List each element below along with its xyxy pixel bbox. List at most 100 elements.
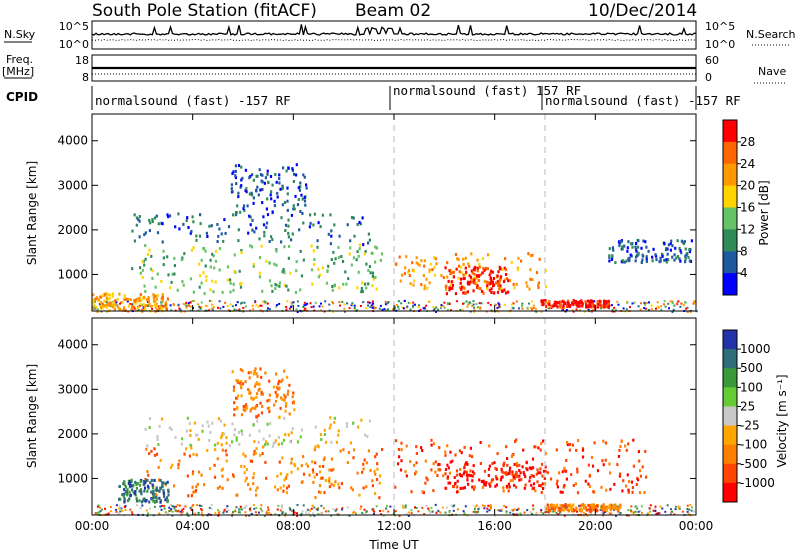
pixel	[206, 420, 209, 424]
pixel	[448, 471, 451, 475]
pixel	[513, 483, 516, 487]
pixel	[305, 510, 308, 513]
pixel	[235, 436, 238, 440]
pixel	[608, 247, 611, 251]
pixel	[440, 273, 443, 277]
pixel	[575, 448, 578, 452]
pixel	[525, 461, 528, 465]
pixel	[583, 310, 586, 313]
pixel	[607, 299, 610, 303]
pixel	[360, 418, 363, 422]
pixel	[124, 485, 127, 489]
pixel	[228, 444, 231, 448]
pixel	[313, 475, 316, 479]
pixel	[484, 267, 488, 271]
pixel	[209, 288, 212, 292]
pixel	[337, 482, 340, 486]
pixel	[533, 445, 536, 449]
pixel	[268, 406, 271, 410]
pixel	[570, 505, 573, 509]
pixel	[468, 274, 471, 278]
pixel	[252, 452, 255, 456]
pixel	[118, 292, 121, 296]
pixel	[339, 304, 341, 307]
pixel	[99, 304, 102, 307]
pixel	[480, 289, 484, 293]
pixel	[268, 379, 271, 383]
pixel	[372, 277, 375, 281]
pixel	[466, 280, 470, 284]
pixel	[603, 305, 606, 309]
pixel	[240, 413, 244, 417]
pixel	[284, 404, 288, 408]
pixel	[314, 425, 317, 429]
pixel	[523, 486, 526, 490]
pixel	[550, 305, 553, 308]
pixel	[183, 252, 186, 256]
pixel	[374, 492, 377, 496]
pixel	[266, 302, 269, 305]
pixel	[564, 504, 567, 508]
pixel	[159, 505, 162, 508]
pixel	[252, 178, 255, 182]
pixel	[560, 508, 563, 512]
pixel	[454, 253, 458, 256]
pixel	[602, 301, 606, 305]
pixel	[243, 471, 246, 475]
pixel	[363, 458, 366, 462]
pixel	[211, 279, 214, 283]
pixel	[247, 231, 250, 235]
pixel	[434, 257, 437, 261]
pixel	[563, 466, 566, 470]
pixel	[639, 308, 642, 311]
pixel	[467, 262, 470, 266]
pixel	[139, 488, 142, 492]
pixel	[319, 470, 322, 474]
pixel	[139, 266, 142, 270]
pixel	[179, 510, 182, 513]
pixel	[493, 291, 496, 295]
pixel	[305, 462, 308, 466]
pixel	[242, 404, 245, 408]
pixel	[115, 508, 118, 511]
pixel	[231, 305, 234, 308]
pixel	[541, 439, 545, 443]
pixel	[254, 301, 257, 304]
pixel	[211, 252, 214, 256]
pixel	[311, 468, 314, 472]
pixel	[206, 304, 209, 307]
pixel	[509, 479, 512, 483]
pixel	[248, 389, 251, 393]
pixel	[369, 306, 372, 308]
pixel	[223, 218, 226, 222]
pixel	[198, 285, 201, 289]
pixel	[310, 244, 313, 248]
pixel	[345, 282, 348, 286]
pixel	[190, 444, 193, 447]
pixel	[413, 279, 416, 283]
pixel	[123, 483, 126, 487]
pixel	[245, 514, 248, 517]
pixel	[552, 503, 556, 507]
pixel	[217, 417, 220, 421]
pixel	[630, 242, 633, 246]
pixel	[290, 461, 293, 465]
pixel	[214, 512, 217, 515]
pixel	[510, 455, 514, 459]
pixel	[219, 307, 222, 310]
pixel	[614, 308, 617, 311]
pixel	[183, 452, 186, 456]
pixel	[371, 300, 374, 303]
pixel	[518, 469, 521, 472]
pixel	[188, 304, 191, 307]
pixel	[459, 281, 462, 285]
pixel	[308, 473, 311, 477]
pixel	[358, 247, 361, 251]
pixel	[619, 239, 622, 243]
pixel	[666, 504, 669, 507]
pixel	[537, 446, 540, 450]
pixel	[332, 302, 335, 305]
pixel	[159, 500, 162, 504]
pixel	[380, 252, 384, 256]
pixel	[685, 253, 688, 257]
